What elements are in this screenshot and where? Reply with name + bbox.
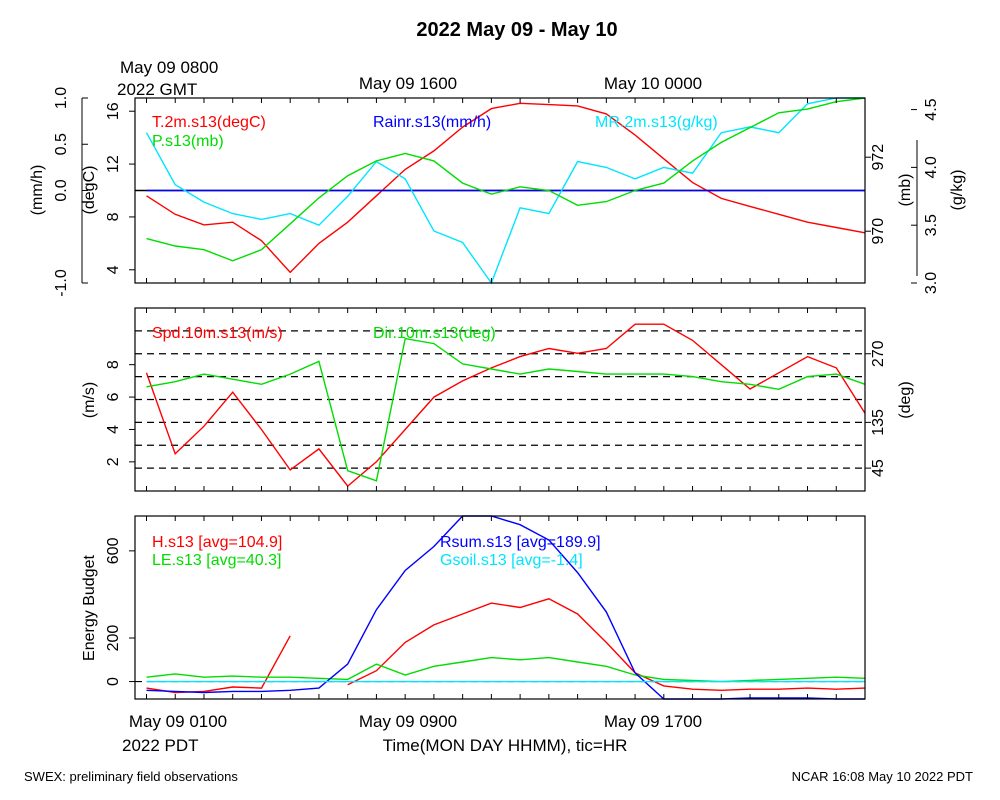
energy-tick-label: 600 <box>105 537 122 564</box>
pressure-axis-title: (mb) <box>897 174 914 207</box>
pdt-time-label-3: May 09 1700 <box>604 712 702 731</box>
wind-speed-tick-label: 8 <box>105 360 122 369</box>
pressure-tick-label: 970 <box>870 218 887 245</box>
energy-tick-label: 0 <box>105 677 122 686</box>
wind-series-line-0 <box>145 323 866 488</box>
mixing-ratio-tick-label: 4.5 <box>923 98 940 120</box>
wind-direction-tick-label: 135 <box>870 409 887 436</box>
wind-series-layer <box>145 323 866 488</box>
temperature-axis-title: (degC) <box>81 166 98 215</box>
pdt-time-label-1: May 09 0100 <box>129 712 227 731</box>
energy-tick-label: 200 <box>105 625 122 652</box>
rain-tick-label: 1.0 <box>53 87 70 109</box>
legend-mixing-ratio: MR.2m.s13(g/kg) <box>595 114 718 131</box>
thermo-series-layer <box>135 97 866 285</box>
pdt-year-label: 2022 PDT <box>122 736 199 755</box>
temperature-tick-label: 4 <box>105 265 122 274</box>
wind-direction-axis-title: (deg) <box>897 381 914 418</box>
gmt-start-label: May 09 0800 <box>120 58 218 77</box>
mixing-ratio-tick-label: 3.5 <box>923 214 940 236</box>
footer-right-note: NCAR 16:08 May 10 2022 PDT <box>792 769 973 784</box>
thermo-series-line-2 <box>145 97 865 285</box>
rain-axis-title: (mm/h) <box>29 165 46 216</box>
pressure-tick-label: 972 <box>870 144 887 171</box>
wind-speed-axis-title: (m/s) <box>81 382 98 418</box>
gmt-year-label: 2022 GMT <box>117 80 197 99</box>
energy-axes: 0 200 600 Energy Budget <box>81 516 837 699</box>
thermo-axes: -1.0 0.0 0.5 1.0 (mm/h) 4 8 12 16 (degC) 970 972 (mb… <box>29 87 966 297</box>
energy-panel: 0 200 600 Energy Budget H.s13 [avg=104.9] L… <box>81 515 866 700</box>
energy-series-line-0 <box>146 598 866 694</box>
energy-axis-title: Energy Budget <box>81 555 98 661</box>
temperature-tick-label: 12 <box>105 155 122 173</box>
legend-sensible-heat: H.s13 [avg=104.9] <box>152 534 282 551</box>
rain-tick-label: 0.0 <box>53 179 70 201</box>
gmt-time-label-3: May 10 0000 <box>604 74 702 93</box>
thermo-series-line-3 <box>146 97 866 262</box>
pdt-time-label-2: May 09 0900 <box>359 712 457 731</box>
wind-speed-tick-label: 4 <box>105 425 122 434</box>
x-axis-label: Time(MON DAY HHMM), tic=HR <box>383 736 628 755</box>
energy-series-layer <box>135 515 866 700</box>
temperature-tick-label: 8 <box>105 212 122 221</box>
energy-series-line-2 <box>146 515 865 700</box>
rain-tick-label: 0.5 <box>53 133 70 155</box>
footer-left-note: SWEX: preliminary field observations <box>24 769 238 784</box>
rain-tick-label: -1.0 <box>53 269 70 297</box>
energy-series-line-1 <box>146 656 866 683</box>
mixing-ratio-tick-label: 3.0 <box>923 272 940 294</box>
mixing-ratio-axis-title: (g/kg) <box>949 170 966 211</box>
temperature-tick-label: 16 <box>105 102 122 120</box>
legend-temperature: T.2m.s13(degC) <box>152 114 266 131</box>
legend-rain-rate: Rainr.s13(mm/h) <box>373 114 491 131</box>
legend-pressure: P.s13(mb) <box>152 133 224 150</box>
legend-latent-heat: LE.s13 [avg=40.3] <box>152 552 281 569</box>
legend-wind-direction: Dir.10m.s13(deg) <box>373 325 496 342</box>
wind-direction-tick-label: 270 <box>870 340 887 367</box>
legend-wind-speed: Spd.10m.s13(m/s) <box>152 325 283 342</box>
chart-title: 2022 May 09 - May 10 <box>416 19 617 41</box>
gmt-time-label-2: May 09 1600 <box>359 74 457 93</box>
wind-direction-reference-lines <box>135 330 865 469</box>
wind-speed-tick-label: 2 <box>105 457 122 466</box>
wind-speed-tick-label: 6 <box>105 393 122 402</box>
wind-direction-tick-label: 45 <box>870 459 887 477</box>
thermo-panel: -1.0 0.0 0.5 1.0 (mm/h) 4 8 12 16 (degC) 970 972 (mb… <box>29 87 966 297</box>
legend-net-radiation: Rsum.s13 [avg=189.9] <box>440 534 601 551</box>
legend-soil-heat-flux: Gsoil.s13 [avg=-1.4] <box>440 552 583 569</box>
mixing-ratio-tick-label: 4.0 <box>923 156 940 178</box>
wind-axes: 2 4 6 8 (m/s) 45 135 270 (deg) <box>81 308 914 491</box>
wind-series-line-1 <box>146 337 866 482</box>
